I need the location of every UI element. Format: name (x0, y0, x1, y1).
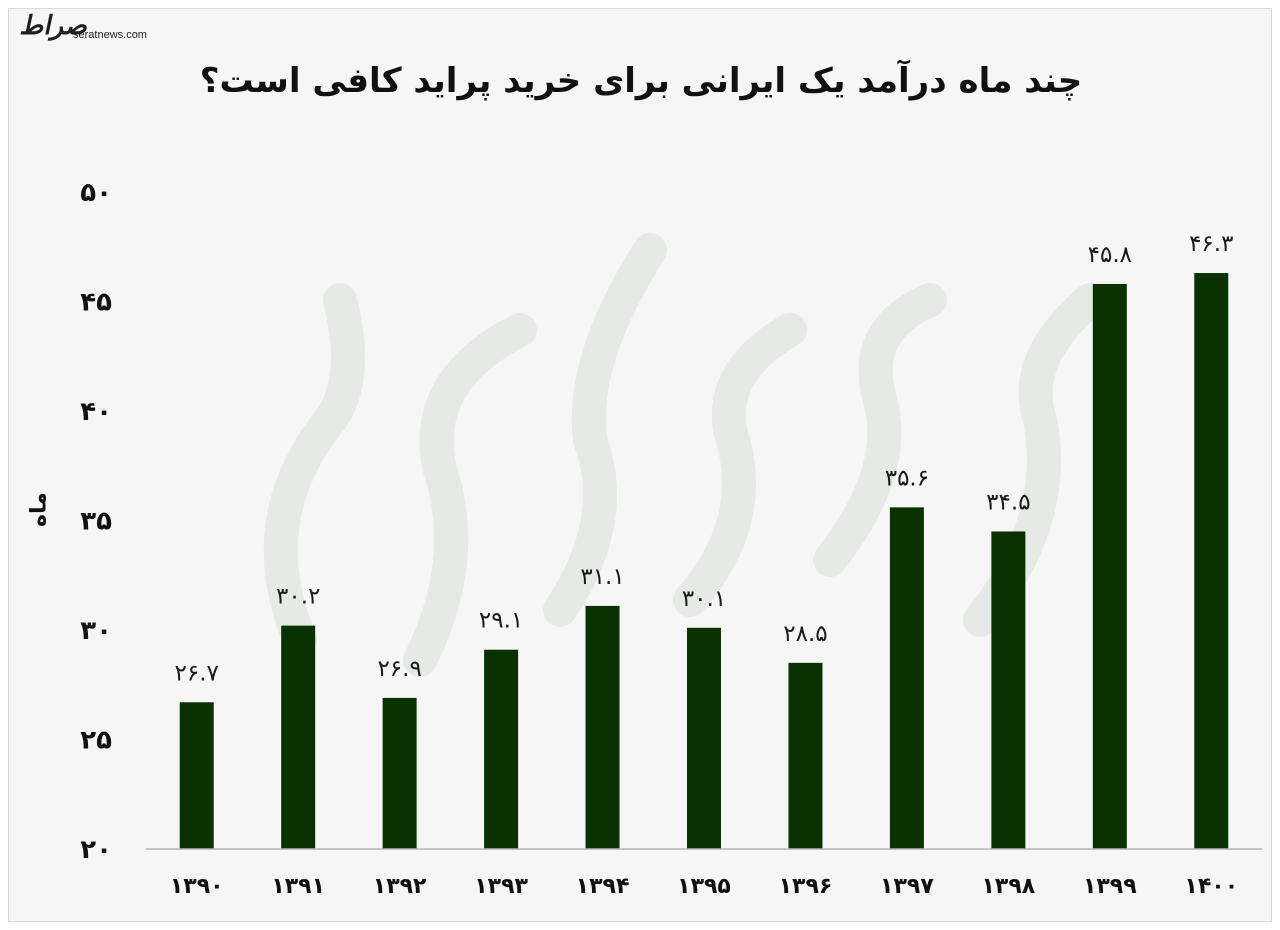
data-label: ۲۶.۷ (175, 660, 219, 686)
data-label: ۳۴.۵ (986, 489, 1030, 515)
bar (991, 531, 1026, 849)
x-tick-label: ۱۳۹۶ (779, 874, 833, 899)
data-label: ۴۶.۳ (1189, 231, 1233, 257)
chart-title: چند ماه درآمد یک ایرانی برای خرید پراید … (199, 61, 1083, 101)
bar (281, 625, 316, 849)
x-tick-label: ۱۳۹۱ (271, 874, 325, 899)
bars (179, 273, 1229, 850)
logo: صراط seratnews.com (18, 11, 159, 57)
watermark-stroke (543, 233, 667, 627)
data-label: ۳۰.۱ (682, 586, 726, 612)
y-tick-label: ۵۰ (80, 178, 112, 208)
watermark (263, 233, 1107, 677)
data-label: ۳۵.۶ (885, 465, 929, 491)
bar (382, 697, 417, 849)
watermark-stroke (403, 313, 537, 677)
x-axis: ۱۳۹۰ ۱۳۹۱ ۱۳۹۲ ۱۳۹۳ ۱۳۹۴ ۱۳۹۵ ۱۳۹۶ ۱۳۹۷ ۱۳۹۸ ۱۳۹۹… (146, 848, 1262, 899)
y-axis: ۲۰ ۲۵ ۳۰ ۳۵ ۴۰ ۴۵ ۵۰ (80, 178, 112, 865)
bar (788, 662, 823, 849)
chart-frame: صراط seratnews.com چند ماه درآمد یک ایرا… (8, 8, 1272, 922)
x-tick-label: ۱۳۹۸ (982, 874, 1036, 899)
bar (1092, 283, 1127, 850)
bar (585, 605, 620, 849)
data-label: ۲۸.۵ (783, 621, 827, 647)
y-tick-label: ۳۵ (80, 507, 112, 537)
data-label: ۳۰.۲ (276, 584, 320, 610)
watermark-stroke (263, 283, 365, 657)
data-labels: ۲۶.۷ ۳۰.۲ ۲۶.۹ ۲۹.۱ ۳۱.۱ ۳۰.۱ ۲۸.۵ ۳۵.۶ ۳۴.۵ ۴۵.۸… (175, 231, 1234, 686)
y-tick-label: ۴۵ (80, 288, 112, 318)
bar (889, 507, 924, 849)
x-tick-label: ۱۳۹۹ (1083, 874, 1137, 899)
bar (484, 649, 519, 849)
bar (687, 627, 721, 849)
y-tick-label: ۳۰ (80, 616, 112, 646)
x-tick-label: ۱۳۹۲ (373, 874, 427, 899)
y-tick-label: ۲۰ (80, 835, 112, 865)
data-label: ۲۶.۹ (377, 656, 421, 682)
x-tick-label: ۱۳۹۴ (576, 874, 630, 899)
watermark-stroke (673, 313, 807, 617)
data-label: ۲۹.۱ (479, 608, 523, 634)
bar (1194, 273, 1229, 849)
y-tick-label: ۲۵ (80, 726, 112, 756)
logo-site-name: seratnews.com (73, 29, 147, 41)
x-tick-label: ۱۴۰۰ (1184, 874, 1238, 899)
x-tick-label: ۱۳۹۳ (474, 874, 528, 899)
x-tick-label: ۱۳۹۷ (880, 874, 934, 899)
bar (179, 702, 214, 849)
y-tick-label: ۴۰ (80, 397, 112, 427)
x-tick-label: ۱۳۹۰ (170, 874, 224, 899)
data-label: ۴۵.۸ (1088, 242, 1132, 268)
data-label: ۳۱.۱ (580, 564, 624, 590)
x-tick-label: ۱۳۹۵ (677, 874, 731, 899)
watermark-stroke (813, 283, 947, 577)
